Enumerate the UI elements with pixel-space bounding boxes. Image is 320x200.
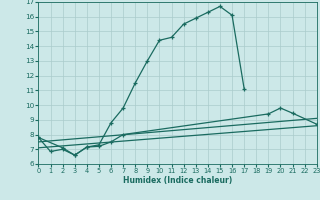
X-axis label: Humidex (Indice chaleur): Humidex (Indice chaleur) [123,176,232,185]
